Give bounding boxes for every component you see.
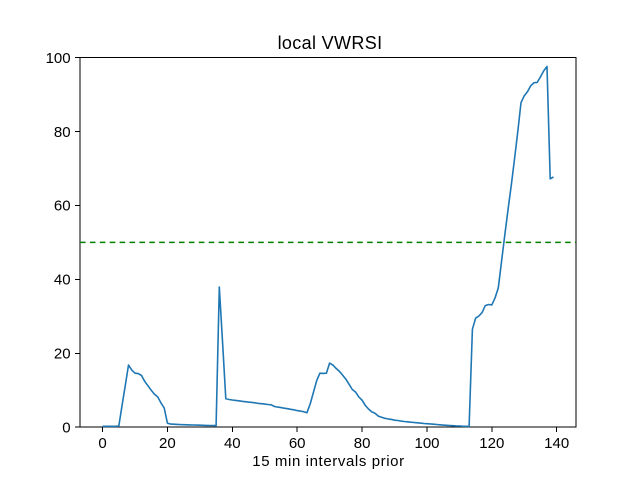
svg-text:15 min intervals prior: 15 min intervals prior [252,453,404,470]
svg-text:40: 40 [54,272,71,289]
svg-text:120: 120 [479,435,504,452]
svg-text:80: 80 [354,435,371,452]
svg-text:80: 80 [54,124,71,141]
svg-text:40: 40 [224,435,241,452]
svg-text:local VWRSI: local VWRSI [278,33,383,53]
svg-text:140: 140 [544,435,569,452]
svg-text:0: 0 [98,435,106,452]
svg-text:0: 0 [62,420,70,437]
svg-text:20: 20 [54,346,71,363]
svg-text:60: 60 [54,198,71,215]
svg-text:100: 100 [46,50,71,67]
svg-text:100: 100 [414,435,439,452]
svg-text:60: 60 [289,435,306,452]
svg-text:20: 20 [159,435,176,452]
